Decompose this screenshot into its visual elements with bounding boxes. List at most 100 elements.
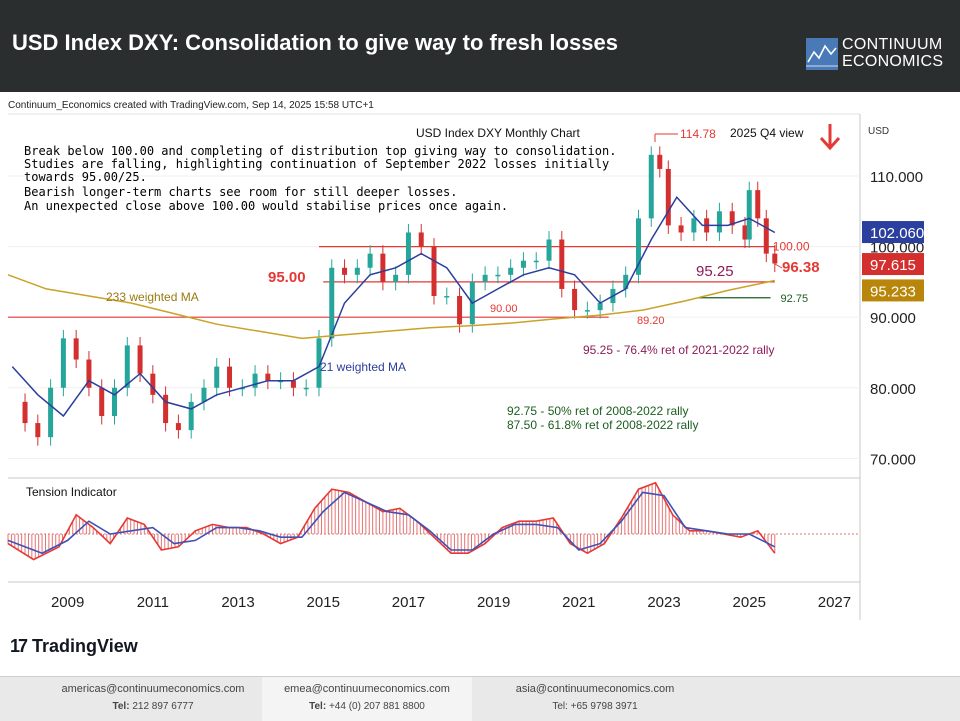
level-9275-label: 92.75: [781, 293, 809, 305]
candle-body: [665, 168, 671, 226]
candle-body: [444, 296, 450, 298]
y-tick-label: 100.000: [870, 240, 924, 257]
tradingview-mark-icon: 17: [10, 636, 28, 656]
candle-body: [520, 260, 526, 268]
candle-body: [495, 274, 501, 277]
currency-label: USD: [868, 126, 889, 137]
x-tick-label: 2017: [392, 594, 425, 611]
footer-tel: +44 (0) 207 881 8800: [328, 701, 425, 712]
fib-note-1: 95.25 - 76.4% ret of 2021-2022 rally: [583, 343, 774, 357]
candle-body: [227, 366, 233, 388]
footer-email[interactable]: emea@continuumeconomics.com: [284, 683, 450, 695]
candle-body: [405, 232, 411, 275]
candle-body: [623, 274, 629, 289]
candle-body: [772, 253, 778, 264]
candle-body: [214, 366, 220, 388]
candle-body: [201, 387, 207, 402]
candle-body: [329, 267, 335, 339]
x-tick-label: 2009: [51, 594, 84, 611]
candle-body: [508, 267, 514, 275]
footer-email[interactable]: asia@continuumeconomics.com: [515, 683, 675, 695]
page-title: USD Index DXY: Consolidation to give way…: [12, 30, 618, 55]
candle-body: [648, 154, 654, 219]
brand-name: CONTINUUM ECONOMICS: [842, 36, 943, 70]
fib-note-2: 92.75 - 50% ret of 2008-2022 rally: [507, 404, 688, 418]
candle-body: [657, 154, 663, 169]
price-badge-label: 97.615: [870, 257, 916, 274]
x-tick-label: 2025: [733, 594, 766, 611]
chart-title: USD Index DXY Monthly Chart: [416, 126, 581, 140]
candle-body: [597, 303, 603, 311]
candle-body: [546, 239, 552, 261]
x-tick-label: 2019: [477, 594, 510, 611]
candle-body: [22, 401, 28, 424]
high-label: 114.78: [680, 127, 716, 141]
candle-body: [137, 345, 143, 374]
footer-tel-label: Tel:: [309, 701, 327, 712]
x-tick-label: 2027: [818, 594, 851, 611]
chart-credit: Continuum_Economics created with Trading…: [8, 100, 374, 111]
footer-americas: americas@continuumeconomics.com Tel: 212…: [48, 683, 258, 712]
footer-emea: emea@continuumeconomics.com Tel: +44 (0)…: [262, 677, 472, 721]
candle-body: [716, 211, 722, 233]
level-90-label: 90.00: [490, 303, 518, 315]
candle-body: [290, 380, 296, 388]
candle-body: [73, 338, 79, 360]
commentary-line: Break below 100.00 and completing of dis…: [24, 144, 616, 158]
dxy-chart: USD 100.00 92.75 70.000 80.000 90.000 100.00…: [7, 113, 924, 620]
candle-body: [729, 211, 735, 226]
x-tick-label: 2021: [562, 594, 595, 611]
candle-body: [742, 225, 748, 240]
candle-body: [48, 387, 54, 438]
candle-body: [150, 373, 156, 395]
ma233-label: 233 weighted MA: [106, 290, 199, 304]
wma21-label: 21 weighted MA: [320, 360, 406, 374]
price-badge-label: 102.060: [870, 225, 924, 242]
candle-body: [635, 218, 641, 275]
candle-body: [584, 310, 590, 312]
footer-email[interactable]: americas@continuumeconomics.com: [61, 683, 245, 695]
footer-tel-label: Tel:: [112, 701, 130, 712]
chart-frame: USD: [8, 113, 889, 620]
brand-line-2: ECONOMICS: [842, 53, 944, 70]
y-axis: 70.000 80.000 90.000 100.000 110.000: [870, 169, 924, 468]
candle-body: [112, 387, 117, 416]
down-arrow-icon: [819, 124, 841, 151]
footer-tel-label: Tel:: [552, 701, 568, 712]
price-badge: [862, 279, 924, 302]
tension-title: Tension Indicator: [26, 485, 117, 499]
price-badge-label: 95.233: [870, 283, 916, 300]
tradingview-logo: 17 TradingView: [10, 636, 138, 657]
brand-line-1: CONTINUUM: [842, 36, 943, 53]
commentary-line: towards 95.00/25.: [24, 170, 147, 184]
ma-line: [7, 274, 775, 340]
candle-body: [755, 190, 761, 219]
y-tick-label: 70.000: [870, 451, 916, 468]
continuum-logo-icon: [806, 38, 838, 70]
candle-body: [533, 260, 539, 263]
low-label: 89.20: [637, 315, 665, 327]
price-badge: [862, 253, 924, 276]
fib-note-3: 87.50 - 61.8% ret of 2008-2022 rally: [507, 418, 698, 432]
footer-tel: +65 9798 3971: [570, 701, 638, 712]
x-tick-label: 2011: [137, 594, 169, 611]
candle-body: [303, 387, 309, 390]
series-layer: [7, 146, 778, 446]
candle-body: [35, 423, 41, 438]
tension-indicator: [7, 481, 860, 561]
candle-body: [252, 373, 258, 388]
candle-body: [265, 373, 271, 381]
candle-body: [278, 380, 284, 383]
candle-body: [457, 296, 463, 325]
candle-body: [60, 338, 66, 388]
price-badges: 102.060 97.615 95.233: [862, 221, 924, 302]
tension-signal-line: [7, 491, 776, 555]
candle-body: [354, 267, 360, 275]
x-tick-label: 2015: [307, 594, 340, 611]
candle-body: [559, 239, 565, 289]
candle-body: [175, 423, 181, 431]
candle-body: [380, 253, 386, 282]
fib-95-label: 95.25: [696, 263, 734, 280]
commentary-line: Bearish longer-term charts see room for …: [24, 185, 457, 199]
candle-body: [678, 225, 684, 233]
